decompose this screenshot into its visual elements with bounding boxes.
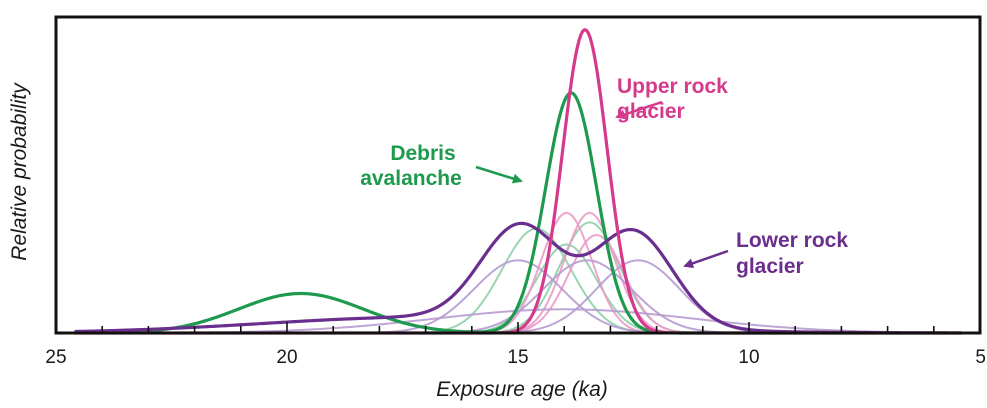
plot-frame	[54, 15, 982, 335]
annotation-lower-line-2: glacier	[736, 255, 804, 278]
annotation-lower-line-1: Lower rock	[736, 229, 848, 252]
annotation-debris-line-1: Debris	[390, 142, 455, 165]
x-tick-label-10: 10	[738, 347, 759, 368]
annotation-debris-arrow	[475, 165, 523, 184]
annotation-lower-rock-glacier: Lower rock glacier	[683, 229, 848, 278]
annotation-upper-rock-glacier: Upper rock glacier	[615, 75, 728, 123]
annotation-lower-arrow	[683, 249, 729, 269]
x-tick-label-15: 15	[507, 347, 528, 368]
x-axis-ticks	[101, 322, 935, 333]
annotation-upper-line-1: Upper rock	[617, 75, 728, 98]
annotation-upper-arrow	[615, 100, 663, 120]
annotation-debris-line-2: avalanche	[360, 167, 462, 190]
x-axis-tick-labels: 25 20 15 10 5	[45, 347, 986, 368]
summary-curve-debris	[74, 91, 962, 335]
x-tick-label-20: 20	[276, 347, 297, 368]
y-axis-title: Relative probability	[8, 82, 31, 261]
annotation-debris-avalanche: Debris avalanche	[360, 142, 523, 190]
x-axis-title: Exposure age (ka)	[436, 378, 608, 401]
x-tick-label-25: 25	[45, 347, 66, 368]
annotation-upper-line-2: glacier	[617, 100, 685, 123]
x-tick-label-5: 5	[975, 347, 986, 368]
